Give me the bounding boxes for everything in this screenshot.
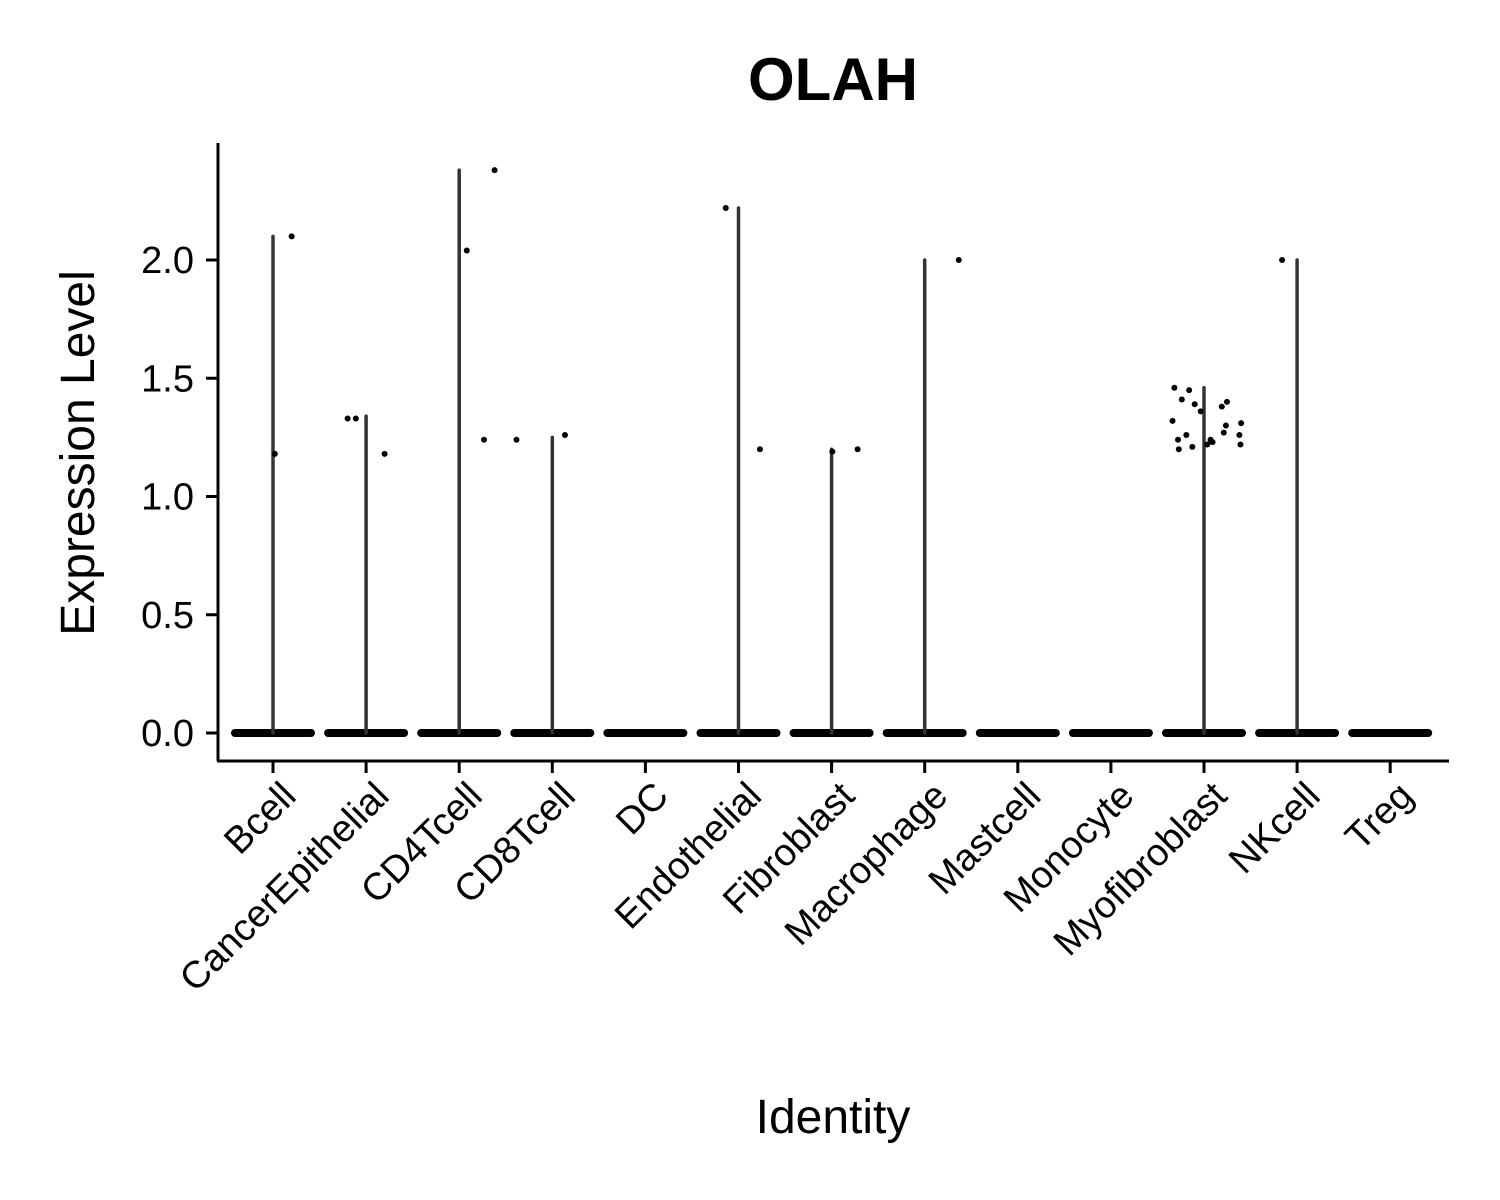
y-tick-label: 1.0 (141, 477, 194, 519)
x-tick-label: DC (608, 775, 677, 844)
data-point (344, 415, 351, 422)
y-tick-label: 2.0 (141, 240, 194, 282)
data-point (381, 450, 388, 457)
data-point (1169, 417, 1176, 424)
data-point (513, 436, 520, 443)
data-point (1183, 432, 1190, 439)
data-point (1175, 446, 1182, 453)
data-point (1237, 441, 1244, 448)
data-point (1218, 403, 1225, 410)
data-point (1175, 436, 1182, 443)
data-point (756, 446, 763, 453)
data-point (491, 167, 498, 174)
data-point (829, 448, 836, 455)
data-point (1222, 422, 1229, 429)
data-point (722, 204, 729, 211)
data-point (1204, 441, 1211, 448)
data-point (1209, 439, 1216, 446)
y-axis-ticks: 0.0 0.5 1.0 1.5 2.0 (141, 240, 218, 755)
data-point (1238, 420, 1245, 427)
data-point (1236, 432, 1243, 439)
data-point (481, 436, 488, 443)
chart-title: OLAH (748, 46, 918, 113)
data-point (1189, 443, 1196, 450)
data-point (1178, 396, 1185, 403)
y-axis-title: Expression Level (52, 270, 105, 636)
data-point (1220, 429, 1227, 436)
data-point (955, 257, 962, 263)
y-tick-label: 1.5 (141, 358, 194, 400)
plot-area (231, 167, 1433, 737)
data-point (352, 415, 359, 422)
data-point (854, 446, 861, 453)
data-point (1223, 398, 1230, 405)
data-point (1279, 257, 1286, 263)
data-point (1191, 401, 1198, 408)
data-point (271, 450, 278, 457)
y-tick-label: 0.5 (141, 595, 194, 637)
data-point (561, 432, 568, 439)
data-point (463, 247, 470, 254)
x-tick-label: Bcell (216, 775, 304, 863)
x-axis-title: Identity (756, 1091, 911, 1144)
x-tick-label: NKcell (1221, 775, 1328, 882)
data-point (1197, 408, 1204, 415)
y-tick-label: 0.0 (141, 713, 194, 755)
x-tick-label: Treg (1338, 775, 1422, 859)
data-point (1171, 384, 1178, 391)
data-point (288, 233, 295, 240)
data-point (1186, 387, 1193, 394)
